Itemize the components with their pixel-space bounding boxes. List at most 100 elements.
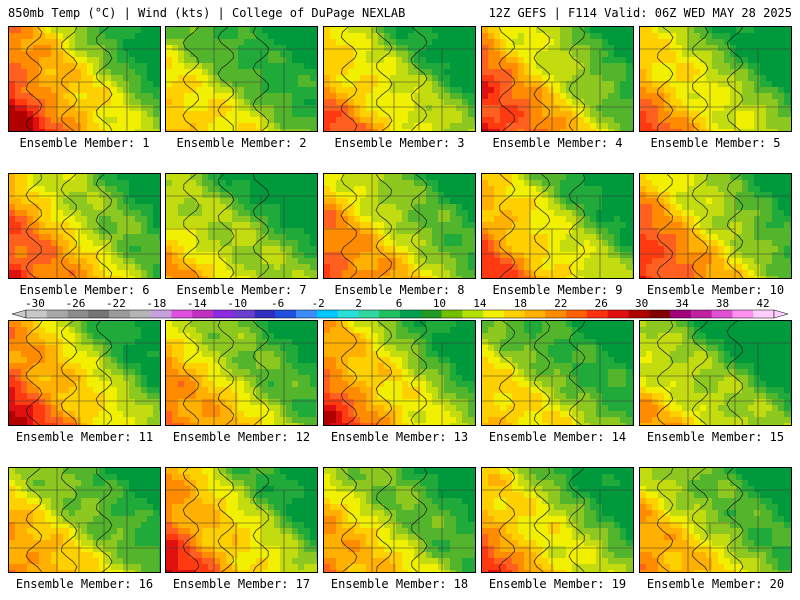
colorbar-segment	[462, 310, 484, 318]
member-map-panel	[165, 26, 318, 132]
member-caption: Ensemble Member: 11	[15, 430, 154, 444]
colorbar-segment	[233, 310, 255, 318]
temperature-field-map	[324, 468, 475, 572]
colorbar-tick-label: 22	[554, 297, 568, 310]
colorbar-segment	[46, 310, 68, 318]
colorbar-segment	[67, 310, 89, 318]
colorbar-segment	[732, 310, 754, 318]
colorbar-tick-label: 34	[675, 297, 689, 310]
colorbar-tick-label: -26	[65, 297, 86, 310]
colorbar-tick-label: -6	[271, 297, 285, 310]
colorbar-segment	[171, 310, 193, 318]
member-map-panel	[323, 320, 476, 426]
colorbar-tick-label: 42	[756, 297, 770, 310]
colorbar-segment	[213, 310, 235, 318]
member-caption: Ensemble Member: 8	[334, 283, 465, 297]
header-title: 850mb Temp (°C) | Wind (kts) | College o…	[8, 6, 406, 20]
temperature-field-map	[640, 174, 791, 278]
temperature-field-map	[9, 468, 160, 572]
colorbar-tick-label: -30	[25, 297, 45, 310]
colorbar-segment	[628, 310, 650, 318]
member-caption: Ensemble Member: 17	[172, 577, 311, 591]
member-map-panel	[8, 320, 161, 426]
colorbar-tick-label: 38	[715, 297, 730, 310]
colorbar-segment	[503, 310, 525, 318]
colorbar-segment	[711, 310, 733, 318]
colorbar-tick-label: 2	[355, 297, 362, 310]
colorbar-tick-label: 30	[635, 297, 649, 310]
colorbar-segment	[275, 310, 297, 318]
member-map-panel	[8, 173, 161, 279]
colorbar-tick-label: -14	[186, 297, 207, 310]
colorbar-segment	[690, 310, 712, 318]
temperature-field-map	[640, 468, 791, 572]
colorbar-tick-label: -10	[227, 297, 248, 310]
member-caption: Ensemble Member: 5	[650, 136, 781, 150]
member-map-panel	[165, 467, 318, 573]
colorbar-segment	[129, 310, 151, 318]
colorbar-low-arrow	[12, 309, 27, 319]
colorbar-segment	[441, 310, 463, 318]
member-map-panel	[8, 467, 161, 573]
temperature-field-map	[166, 468, 317, 572]
member-caption: Ensemble Member: 14	[488, 430, 627, 444]
temperature-field-map	[482, 321, 633, 425]
colorbar-segment	[337, 310, 359, 318]
temperature-field-map	[640, 27, 791, 131]
colorbar-tick-label: -2	[311, 297, 325, 310]
colorbar-segment	[670, 310, 692, 318]
member-caption: Ensemble Member: 15	[646, 430, 785, 444]
colorbar-segment	[88, 310, 110, 318]
member-map-panel	[639, 173, 792, 279]
colorbar-segment	[524, 310, 546, 318]
colorbar-tick-label: 18	[513, 297, 527, 310]
colorbar-segment	[109, 310, 131, 318]
colorbar-tick-label: 26	[594, 297, 608, 310]
member-map-panel	[481, 320, 634, 426]
temperature-field-map	[482, 468, 633, 572]
colorbar-segment	[26, 310, 48, 318]
member-caption: Ensemble Member: 6	[19, 283, 150, 297]
temperature-field-map	[166, 27, 317, 131]
colorbar-tick-label: -18	[146, 297, 167, 310]
member-map-panel	[165, 320, 318, 426]
colorbar-segment	[420, 310, 442, 318]
member-map-panel	[8, 26, 161, 132]
member-caption: Ensemble Member: 12	[172, 430, 311, 444]
colorbar-segment	[296, 310, 318, 318]
temperature-field-map	[324, 174, 475, 278]
colorbar-segment	[566, 310, 588, 318]
member-map-panel	[481, 26, 634, 132]
member-caption: Ensemble Member: 3	[334, 136, 465, 150]
member-caption: Ensemble Member: 10	[646, 283, 785, 297]
member-caption: Ensemble Member: 18	[330, 577, 469, 591]
member-map-panel	[639, 26, 792, 132]
temperature-field-map	[9, 27, 160, 131]
member-caption: Ensemble Member: 13	[330, 430, 469, 444]
member-map-panel	[323, 467, 476, 573]
member-caption: Ensemble Member: 4	[492, 136, 623, 150]
temperature-field-map	[9, 174, 160, 278]
temperature-field-map	[482, 27, 633, 131]
member-caption: Ensemble Member: 7	[176, 283, 307, 297]
temperature-colorbar	[12, 309, 788, 319]
colorbar-segment	[545, 310, 567, 318]
colorbar-segment	[753, 310, 775, 318]
member-map-panel	[481, 467, 634, 573]
colorbar-segment	[379, 310, 401, 318]
temperature-field-map	[9, 321, 160, 425]
temperature-field-map	[324, 27, 475, 131]
temperature-field-map	[482, 174, 633, 278]
colorbar-tick-label: 14	[473, 297, 487, 310]
member-map-panel	[323, 26, 476, 132]
colorbar-segment	[607, 310, 629, 318]
member-caption: Ensemble Member: 16	[15, 577, 154, 591]
temperature-field-map	[640, 321, 791, 425]
member-caption: Ensemble Member: 2	[176, 136, 307, 150]
member-map-panel	[481, 173, 634, 279]
colorbar-segment	[649, 310, 671, 318]
colorbar-tick-label: 6	[395, 297, 403, 310]
temperature-field-map	[166, 321, 317, 425]
header-valid-time: 12Z GEFS | F114 Valid: 06Z WED MAY 28 20…	[488, 6, 792, 20]
colorbar-segment	[400, 310, 422, 318]
